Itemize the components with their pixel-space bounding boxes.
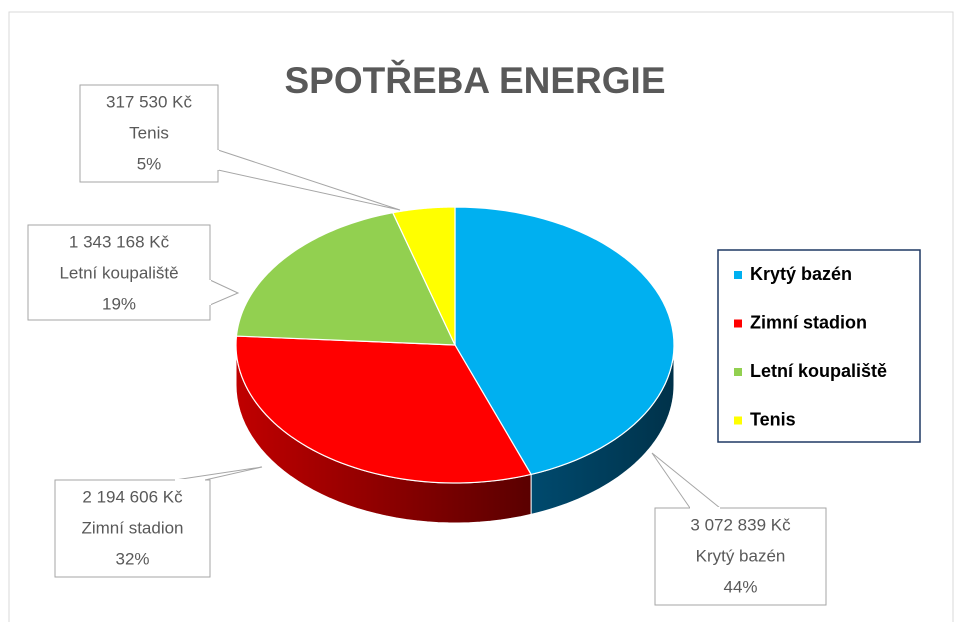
legend-swatch — [734, 416, 742, 425]
data-label-value: 2 194 606 Kč — [82, 487, 183, 506]
legend-label: Krytý bazén — [750, 264, 852, 284]
callout-box — [27, 224, 211, 321]
legend-label: Zimní stadion — [750, 312, 867, 332]
chart-title: SPOTŘEBA ENERGIE — [284, 59, 665, 101]
legend-box — [717, 249, 921, 443]
slice — [391, 206, 456, 346]
legend-label: Letní koupaliště — [750, 361, 887, 381]
data-label-category: Krytý bazén — [696, 546, 786, 565]
callout-box — [79, 84, 219, 183]
legend-swatch — [734, 319, 742, 328]
slice — [454, 206, 675, 476]
data-label-category: Zimní stadion — [81, 518, 183, 537]
data-label-percent: 19% — [102, 294, 136, 313]
data-label-value: 1 343 168 Kč — [69, 232, 170, 251]
slice — [235, 212, 456, 346]
legend-label: Tenis — [750, 409, 796, 429]
callout-box — [654, 507, 827, 606]
data-label-percent: 5% — [137, 154, 162, 173]
data-label-value: 317 530 Kč — [106, 92, 193, 111]
legend-swatch — [734, 368, 742, 376]
data-label-category: Tenis — [129, 123, 169, 142]
data-label-percent: 44% — [723, 577, 757, 596]
data-label-value: 3 072 839 Kč — [690, 515, 791, 534]
slice — [235, 335, 533, 484]
data-label-percent: 32% — [115, 549, 149, 568]
legend-swatch — [734, 271, 742, 279]
callout-box — [54, 479, 211, 578]
data-label-category: Letní koupaliště — [59, 263, 178, 282]
